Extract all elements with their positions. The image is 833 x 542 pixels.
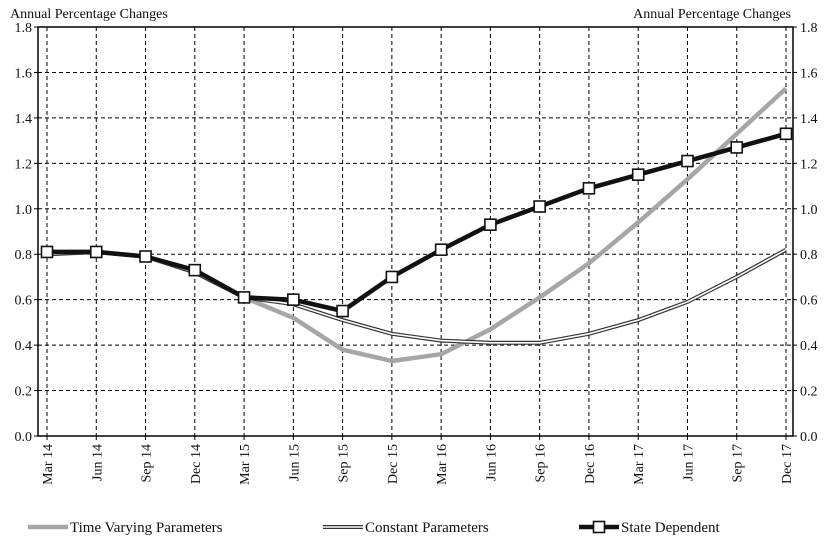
y-tick-label-right: 1.4 [800,112,818,127]
y-tick-label-right: 1.2 [800,157,818,172]
data-point-marker [533,200,546,213]
series-layer [40,86,793,364]
y-tick-label-left: 0.0 [15,430,33,445]
x-tick-label: Mar 15 [238,444,253,485]
data-point-marker [336,304,349,318]
x-tick-label: Sep 17 [731,444,746,483]
left-axis-title: Annual Percentage Changes [10,7,168,22]
x-axis: Mar 14 Jun 14 Sep 14 Dec 14 Mar 15 Jun 15 Sep … [41,436,795,485]
right-axis-title: Annual Percentage Changes [633,7,791,22]
x-tick-label: Sep 15 [337,444,352,483]
y-tick-label-right: 1.6 [800,66,818,81]
y-tick-label-left: 0.8 [15,248,33,263]
data-point-marker [779,127,793,141]
x-tick-label: Jun 17 [681,444,696,481]
x-tick-label: Dec 15 [386,444,401,484]
x-tick-label: Mar 16 [435,444,450,485]
x-tick-label: Sep 14 [140,444,155,483]
data-point-marker [434,243,448,256]
series-line [46,86,788,364]
y-tick-label-left: 0.4 [15,339,33,354]
legend-item-constant-parameters: Constant Parameters [323,520,489,536]
data-point-marker [631,168,645,181]
plot-area [37,26,794,437]
series-state-dependent [40,127,793,318]
y-tick-label-left: 0.6 [15,294,33,309]
y-tick-label-right: 0.4 [800,339,818,354]
data-point-marker [287,293,300,306]
legend-label: Constant Parameters [365,520,489,536]
data-point-marker [89,245,103,259]
y-tick-label-right: 0.8 [800,248,818,263]
x-tick-label: Jun 14 [90,444,105,481]
gridlines [38,27,793,436]
x-tick-label: Dec 16 [583,444,598,484]
y-tick-label-right: 0.2 [800,385,818,400]
x-tick-label: Jun 15 [287,444,302,481]
y-tick-label-left: 0.2 [15,385,33,400]
y-tick-label-left: 1.6 [15,66,33,81]
data-point-marker [730,141,744,154]
data-point-marker [139,250,152,263]
y-tick-label-right: 1.0 [800,203,818,218]
data-point-marker [681,154,694,168]
legend-label: Time Varying Parameters [70,520,223,536]
y-tick-label-right: 0.0 [800,430,818,445]
legend-item-time-varying-parameters: Time Varying Parameters [28,520,223,536]
x-tick-label: Dec 17 [780,444,795,484]
y-axis-left: 0.0 0.2 0.4 0.6 0.8 1.0 1.2 1.4 1.6 1.8 [15,21,38,445]
legend-swatch-marker [592,520,606,534]
legend: Time Varying Parameters Constant Paramete… [28,520,721,536]
y-tick-label-left: 1.8 [15,21,33,36]
y-tick-label-right: 1.8 [800,21,818,36]
x-tick-label: Mar 17 [632,444,647,485]
y-axis-right: 0.0 0.2 0.4 0.6 0.8 1.0 1.2 1.4 1.6 1.8 [793,21,818,445]
data-point-marker [188,263,202,277]
x-tick-label: Sep 16 [534,444,549,483]
data-point-marker [40,245,54,259]
data-point-marker [385,270,399,284]
series-time-varying-parameters [46,86,788,364]
y-tick-label-left: 1.2 [15,157,33,172]
y-tick-label-right: 0.6 [800,294,818,309]
y-tick-label-left: 1.0 [15,203,33,218]
series-line [47,131,787,314]
x-tick-label: Dec 14 [189,444,204,484]
legend-item-state-dependent: State Dependent [579,520,721,536]
data-point-marker [582,182,596,195]
x-tick-label: Jun 16 [484,444,499,481]
y-tick-label-left: 1.4 [15,112,33,127]
legend-label: State Dependent [621,520,721,536]
x-tick-label: Mar 14 [41,444,56,485]
data-point-marker [484,218,497,231]
data-point-marker [237,291,251,304]
